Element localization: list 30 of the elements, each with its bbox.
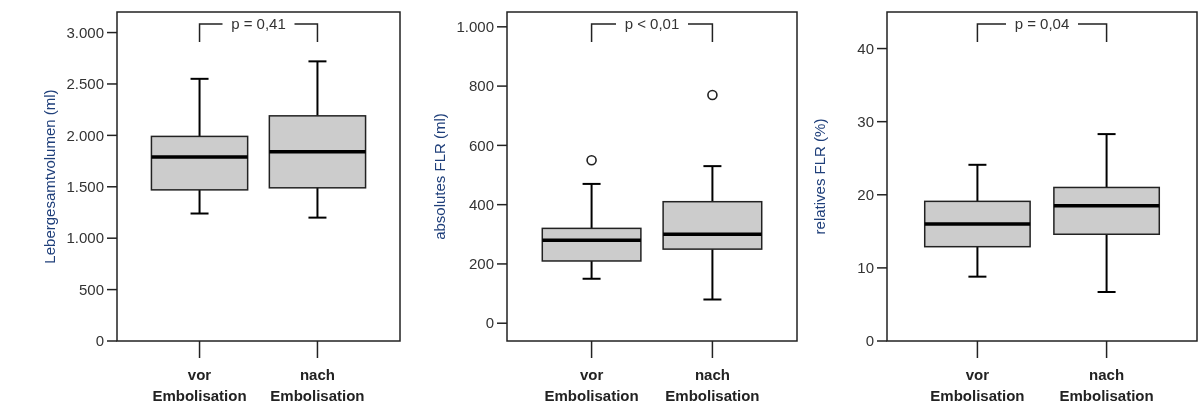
x-tick-label: vor Embolisation	[152, 366, 247, 404]
y-tick-label: 30	[857, 112, 874, 130]
y-tick-label: 0	[95, 332, 104, 350]
x-tick-label: nach Embolisation	[665, 366, 760, 404]
annotation: p < 0,01	[624, 15, 680, 33]
x-tick-label: nach Embolisation	[270, 366, 365, 404]
y-tick-label: 0	[485, 314, 494, 332]
y-tick-label: 1.000	[456, 18, 494, 36]
y-tick-label: 200	[468, 255, 494, 273]
y-tick-label: 600	[468, 136, 494, 154]
y-tick-label: 3.000	[66, 23, 104, 41]
y-axis-title: relatives FLR (%)	[811, 118, 828, 235]
y-tick-label: 40	[857, 39, 874, 57]
y-tick-label: 2.000	[66, 126, 104, 144]
y-tick-label: 20	[857, 186, 874, 204]
y-tick-label: 0	[865, 332, 874, 350]
y-tick-label: 800	[468, 77, 494, 95]
y-axis-title: Lebergesamtvolumen (ml)	[41, 89, 58, 264]
y-axis-title: absolutes FLR (ml)	[431, 113, 448, 240]
y-tick-label: 10	[857, 259, 874, 277]
annotation: p = 0,41	[231, 15, 286, 33]
y-tick-label: 2.500	[66, 75, 104, 93]
x-tick-label: vor Embolisation	[930, 366, 1025, 404]
x-tick-label: nach Embolisation	[1059, 366, 1154, 404]
y-tick-label: 1.000	[66, 229, 104, 247]
x-tick-label: vor Embolisation	[544, 366, 639, 404]
y-tick-label: 500	[78, 280, 104, 298]
y-tick-label: 1.500	[66, 178, 104, 196]
annotation: p = 0,04	[1014, 15, 1070, 33]
y-tick-label: 400	[468, 195, 494, 213]
